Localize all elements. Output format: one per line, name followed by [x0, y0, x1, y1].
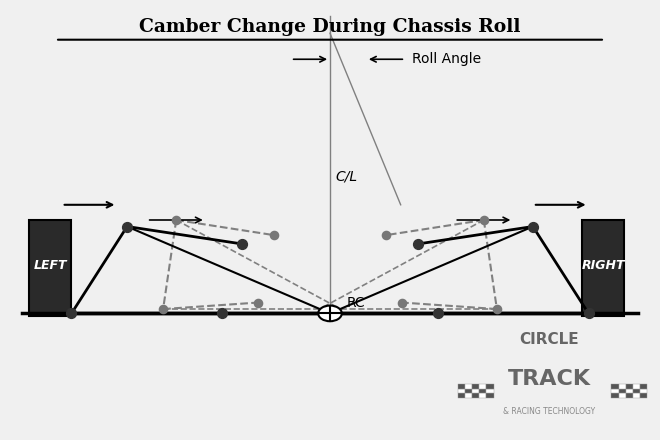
- Point: [66, 310, 77, 317]
- Point: [236, 240, 247, 247]
- Point: [253, 299, 263, 306]
- FancyBboxPatch shape: [640, 389, 647, 393]
- FancyBboxPatch shape: [486, 393, 494, 398]
- FancyBboxPatch shape: [29, 220, 71, 315]
- Point: [216, 310, 227, 317]
- FancyBboxPatch shape: [640, 384, 647, 389]
- FancyBboxPatch shape: [626, 389, 633, 393]
- FancyBboxPatch shape: [633, 389, 640, 393]
- FancyBboxPatch shape: [618, 389, 626, 393]
- FancyBboxPatch shape: [626, 384, 633, 389]
- FancyBboxPatch shape: [479, 393, 486, 398]
- FancyBboxPatch shape: [486, 389, 494, 393]
- Circle shape: [318, 306, 342, 321]
- Text: C/L: C/L: [335, 169, 357, 183]
- Text: RC: RC: [346, 296, 365, 310]
- Point: [433, 310, 444, 317]
- FancyBboxPatch shape: [479, 384, 486, 389]
- FancyBboxPatch shape: [479, 389, 486, 393]
- FancyBboxPatch shape: [465, 389, 472, 393]
- FancyBboxPatch shape: [611, 389, 618, 393]
- Point: [122, 223, 133, 230]
- Text: & RACING TECHNOLOGY: & RACING TECHNOLOGY: [503, 407, 595, 416]
- Text: Roll Angle: Roll Angle: [412, 52, 481, 66]
- FancyBboxPatch shape: [457, 384, 465, 389]
- Point: [413, 240, 424, 247]
- Point: [397, 299, 407, 306]
- Point: [158, 305, 168, 312]
- Point: [583, 310, 594, 317]
- FancyBboxPatch shape: [633, 393, 640, 398]
- Point: [171, 216, 182, 224]
- Point: [478, 216, 489, 224]
- FancyBboxPatch shape: [472, 384, 479, 389]
- Point: [380, 232, 391, 239]
- FancyBboxPatch shape: [472, 393, 479, 398]
- Text: Camber Change During Chassis Roll: Camber Change During Chassis Roll: [139, 18, 521, 36]
- FancyBboxPatch shape: [618, 393, 626, 398]
- Text: TRACK: TRACK: [508, 369, 591, 389]
- FancyBboxPatch shape: [633, 384, 640, 389]
- FancyBboxPatch shape: [640, 393, 647, 398]
- Point: [269, 232, 280, 239]
- FancyBboxPatch shape: [611, 393, 618, 398]
- FancyBboxPatch shape: [465, 384, 472, 389]
- Text: CIRCLE: CIRCLE: [519, 332, 579, 347]
- FancyBboxPatch shape: [582, 220, 624, 315]
- Text: LEFT: LEFT: [34, 259, 67, 272]
- FancyBboxPatch shape: [618, 384, 626, 389]
- Text: RIGHT: RIGHT: [582, 259, 625, 272]
- Point: [492, 305, 502, 312]
- Point: [527, 223, 538, 230]
- FancyBboxPatch shape: [626, 393, 633, 398]
- FancyBboxPatch shape: [472, 389, 479, 393]
- FancyBboxPatch shape: [457, 393, 465, 398]
- FancyBboxPatch shape: [611, 384, 618, 389]
- FancyBboxPatch shape: [465, 393, 472, 398]
- FancyBboxPatch shape: [486, 384, 494, 389]
- FancyBboxPatch shape: [457, 389, 465, 393]
